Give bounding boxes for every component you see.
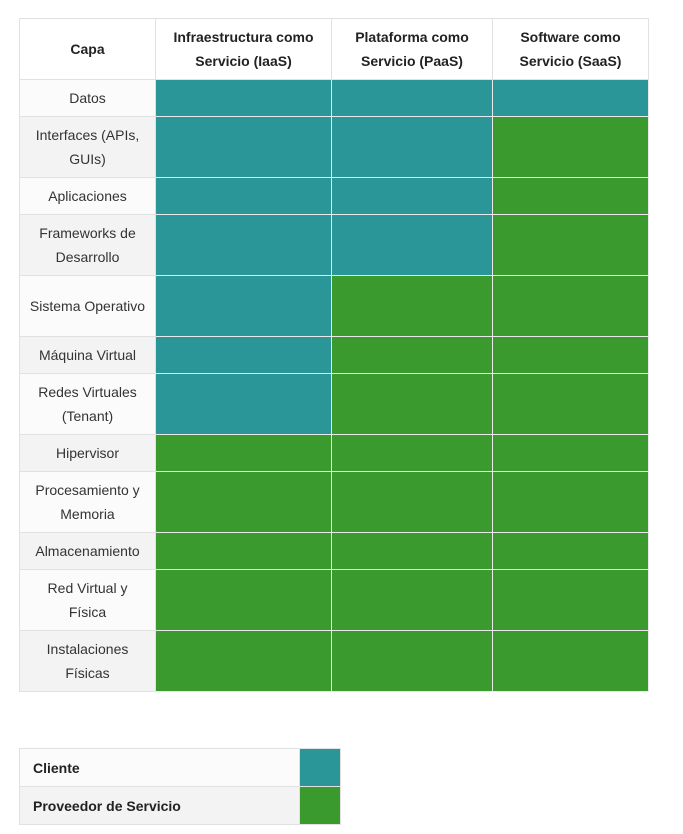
header-iaas: Infraestructura como Servicio (IaaS) bbox=[155, 18, 332, 80]
table-row: Datos bbox=[19, 79, 649, 117]
header-saas: Software como Servicio (SaaS) bbox=[492, 18, 649, 80]
paas-cell bbox=[331, 630, 493, 692]
table-row: Hipervisor bbox=[19, 434, 649, 472]
table-header-row: Capa Infraestructura como Servicio (IaaS… bbox=[19, 18, 649, 80]
paas-cell bbox=[331, 275, 493, 337]
layer-name: Datos bbox=[19, 79, 156, 117]
saas-cell bbox=[492, 275, 649, 337]
iaas-cell bbox=[155, 177, 332, 215]
paas-cell bbox=[331, 79, 493, 117]
iaas-cell bbox=[155, 116, 332, 178]
legend-row-proveedor: Proveedor de Servicio bbox=[19, 786, 341, 825]
paas-cell bbox=[331, 336, 493, 374]
iaas-cell bbox=[155, 214, 332, 276]
layer-name: Sistema Operativo bbox=[19, 275, 156, 337]
iaas-cell bbox=[155, 532, 332, 570]
layer-name: Frameworks de Desarrollo bbox=[19, 214, 156, 276]
paas-cell bbox=[331, 177, 493, 215]
table-row: Aplicaciones bbox=[19, 177, 649, 215]
saas-cell bbox=[492, 373, 649, 435]
saas-cell bbox=[492, 471, 649, 533]
responsibility-table: Capa Infraestructura como Servicio (IaaS… bbox=[19, 18, 649, 692]
legend-row-cliente: Cliente bbox=[19, 748, 341, 787]
paas-cell bbox=[331, 532, 493, 570]
legend-label: Cliente bbox=[19, 748, 300, 787]
table-row: Frameworks de Desarrollo bbox=[19, 214, 649, 276]
table-row: Redes Virtuales (Tenant) bbox=[19, 373, 649, 435]
table-row: Máquina Virtual bbox=[19, 336, 649, 374]
saas-cell bbox=[492, 214, 649, 276]
saas-cell bbox=[492, 569, 649, 631]
iaas-cell bbox=[155, 79, 332, 117]
paas-cell bbox=[331, 116, 493, 178]
iaas-cell bbox=[155, 275, 332, 337]
legend-label: Proveedor de Servicio bbox=[19, 786, 300, 825]
saas-cell bbox=[492, 532, 649, 570]
header-capa: Capa bbox=[19, 18, 156, 80]
table-row: Red Virtual y Física bbox=[19, 569, 649, 631]
layer-name: Redes Virtuales (Tenant) bbox=[19, 373, 156, 435]
table-row: Interfaces (APIs, GUIs) bbox=[19, 116, 649, 178]
table-row: Instalaciones Físicas bbox=[19, 630, 649, 692]
saas-cell bbox=[492, 79, 649, 117]
saas-cell bbox=[492, 116, 649, 178]
iaas-cell bbox=[155, 434, 332, 472]
saas-cell bbox=[492, 630, 649, 692]
saas-cell bbox=[492, 434, 649, 472]
paas-cell bbox=[331, 569, 493, 631]
layer-name: Aplicaciones bbox=[19, 177, 156, 215]
layer-name: Instalaciones Físicas bbox=[19, 630, 156, 692]
header-paas: Plataforma como Servicio (PaaS) bbox=[331, 18, 493, 80]
iaas-cell bbox=[155, 569, 332, 631]
saas-cell bbox=[492, 336, 649, 374]
layer-name: Hipervisor bbox=[19, 434, 156, 472]
paas-cell bbox=[331, 434, 493, 472]
layer-name: Almacenamiento bbox=[19, 532, 156, 570]
layer-name: Interfaces (APIs, GUIs) bbox=[19, 116, 156, 178]
legend-swatch-cliente bbox=[299, 748, 341, 787]
layer-name: Procesamiento y Memoria bbox=[19, 471, 156, 533]
legend-table: Cliente Proveedor de Servicio bbox=[19, 748, 341, 825]
table-row: Almacenamiento bbox=[19, 532, 649, 570]
saas-cell bbox=[492, 177, 649, 215]
paas-cell bbox=[331, 471, 493, 533]
layer-name: Red Virtual y Física bbox=[19, 569, 156, 631]
iaas-cell bbox=[155, 336, 332, 374]
iaas-cell bbox=[155, 630, 332, 692]
paas-cell bbox=[331, 373, 493, 435]
legend-swatch-proveedor bbox=[299, 786, 341, 825]
iaas-cell bbox=[155, 471, 332, 533]
paas-cell bbox=[331, 214, 493, 276]
table-row: Procesamiento y Memoria bbox=[19, 471, 649, 533]
iaas-cell bbox=[155, 373, 332, 435]
layer-name: Máquina Virtual bbox=[19, 336, 156, 374]
table-row: Sistema Operativo bbox=[19, 275, 649, 337]
